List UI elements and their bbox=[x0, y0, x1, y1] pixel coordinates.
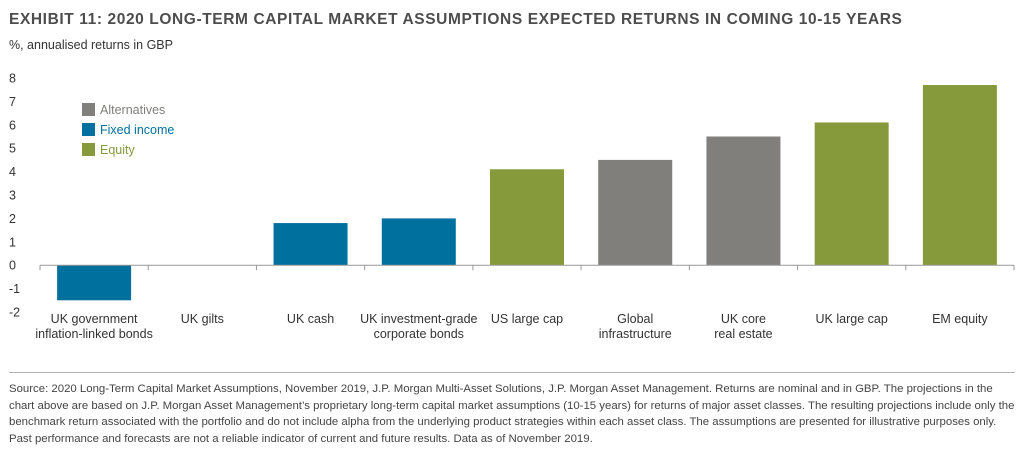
category-label: infrastructure bbox=[599, 327, 672, 341]
bar bbox=[381, 218, 456, 266]
bar bbox=[490, 169, 564, 266]
bar bbox=[706, 136, 781, 266]
category-label: Global bbox=[617, 312, 653, 326]
bar-chart: -2 -1 0 1 2 3 4 5 6 7 8 UK governmentinflation-link… bbox=[9, 72, 1015, 341]
footer-divider bbox=[9, 372, 1015, 373]
legend-label: Equity bbox=[100, 143, 135, 157]
legend-swatch bbox=[82, 143, 95, 156]
bar bbox=[598, 159, 673, 266]
category-label: UK gilts bbox=[181, 312, 224, 326]
chart-title: EXHIBIT 11: 2020 LONG-TERM CAPITAL MARKE… bbox=[9, 11, 903, 28]
category-label: EM equity bbox=[932, 312, 988, 326]
bar bbox=[814, 122, 889, 266]
y-tick-label: 8 bbox=[9, 72, 16, 86]
legend-swatch bbox=[82, 123, 95, 136]
legend-label: Alternatives bbox=[100, 103, 165, 117]
bar bbox=[57, 265, 132, 301]
y-tick-label: 6 bbox=[9, 118, 16, 132]
category-label: corporate bonds bbox=[374, 327, 464, 341]
category-label: UK government bbox=[51, 312, 138, 326]
y-tick-label: 1 bbox=[9, 235, 16, 249]
category-label: real estate bbox=[714, 327, 772, 341]
legend-swatch bbox=[82, 103, 95, 116]
category-label: inflation-linked bonds bbox=[35, 327, 152, 341]
source-note: Source: 2020 Long-Term Capital Market As… bbox=[9, 383, 1015, 445]
y-tick-label: 3 bbox=[9, 189, 16, 203]
category-label: UK large cap bbox=[816, 312, 888, 326]
bar bbox=[922, 85, 997, 266]
y-tick-label: 5 bbox=[9, 142, 16, 156]
category-label: US large cap bbox=[491, 312, 563, 326]
category-label: UK cash bbox=[287, 312, 334, 326]
y-tick-label: -2 bbox=[9, 306, 20, 320]
chart-subtitle: %, annualised returns in GBP bbox=[9, 38, 173, 52]
y-tick-label: -1 bbox=[9, 282, 20, 296]
category-label: UK core bbox=[721, 312, 766, 326]
category-label: UK investment-grade bbox=[360, 312, 477, 326]
y-tick-label: 4 bbox=[9, 165, 16, 179]
y-tick-label: 2 bbox=[9, 212, 16, 226]
y-tick-label: 0 bbox=[9, 259, 16, 273]
legend-label: Fixed income bbox=[100, 123, 174, 137]
bar bbox=[273, 223, 348, 266]
y-tick-label: 7 bbox=[9, 95, 16, 109]
